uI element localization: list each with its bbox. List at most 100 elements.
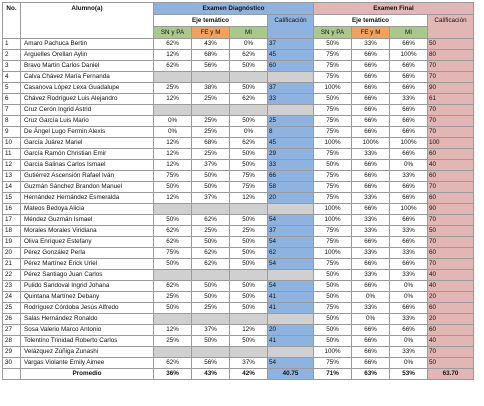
final-feym: 66% (351, 82, 390, 94)
final-snpa: 50% (313, 335, 352, 347)
table-row: 27 Sosa Valerio Marco Antonio 12% 37% 12% 20 5… (2, 324, 474, 336)
diag-snpa: 50% (153, 214, 192, 226)
final-feym: 33% (351, 269, 390, 281)
final-snpa: 75% (313, 192, 352, 204)
row-no: 20 (2, 247, 21, 259)
diag-mi (229, 104, 268, 116)
final-mi: 66% (389, 126, 428, 138)
diag-calificacion: 33 (267, 159, 314, 171)
row-no: 9 (2, 126, 21, 138)
final-calificacion: 20 (427, 313, 474, 325)
final-calificacion: 61 (427, 93, 474, 105)
diag-mi: 50% (229, 214, 268, 226)
final-snpa: 75% (313, 170, 352, 182)
final-mi: 66% (389, 82, 428, 94)
final-calificacion: 70 (427, 181, 474, 193)
final-snpa: 75% (313, 115, 352, 127)
avg-final-calificacion: 63.70 (427, 368, 474, 380)
diag-mi (229, 203, 268, 215)
final-feym: 33% (351, 148, 390, 160)
diag-calificacion: 20 (267, 324, 314, 336)
diag-calificacion: 45 (267, 137, 314, 149)
table-row: 21 Pérez Martínez Erick Uriel 50% 62% 50% 54 7… (2, 258, 474, 270)
final-snpa: 75% (313, 148, 352, 160)
final-snpa: 100% (313, 346, 352, 358)
student-name: Pérez Santiago Juan Carlos (20, 269, 154, 281)
table-row: 19 Oliva Enríquez Estefany 62% 50% 50% 54 75% 6… (2, 236, 474, 248)
average-label: Promedio (20, 368, 154, 380)
table-row: 16 Mateos Bedoya Alicia 100% 66% 100% 90 (2, 203, 474, 215)
final-mi: 66% (389, 60, 428, 72)
row-no: 2 (2, 49, 21, 61)
diag-mi: 50% (229, 159, 268, 171)
row-no: 24 (2, 291, 21, 303)
diag-calificacion: 54 (267, 214, 314, 226)
diag-feym: 25% (191, 148, 230, 160)
student-name: Hernández Hernández Esmeralda (20, 192, 154, 204)
final-calificacion: 20 (427, 291, 474, 303)
final-calificacion: 60 (427, 247, 474, 259)
student-name: Sosa Valerio Marco Antonio (20, 324, 154, 336)
diag-calificacion: 41 (267, 302, 314, 314)
final-calificacion: 40 (427, 335, 474, 347)
final-snpa: 75% (313, 49, 352, 61)
diag-feym: 25% (191, 302, 230, 314)
diag-mi: 50% (229, 302, 268, 314)
diag-mi: 37% (229, 357, 268, 369)
final-mi: 33% (389, 170, 428, 182)
row-no: 18 (2, 225, 21, 237)
table-row: 28 Tolentino Trinidad Roberto Carlos 25% 50… (2, 335, 474, 347)
final-calificacion: 90 (427, 82, 474, 94)
final-calificacion: 60 (427, 170, 474, 182)
final-snpa: 50% (313, 93, 352, 105)
final-mi: 66% (389, 302, 428, 314)
table-row: 22 Pérez Santiago Juan Carlos 50% 33% 33% 40 (2, 269, 474, 281)
final-feym: 66% (351, 324, 390, 336)
diag-mi: 50% (229, 291, 268, 303)
final-snpa: 50% (313, 280, 352, 292)
row-no: 21 (2, 258, 21, 270)
student-name: Guzmán Sánchez Brandon Manuel (20, 181, 154, 193)
diag-snpa (153, 203, 192, 215)
diag-feym: 43% (191, 38, 230, 50)
student-name: Casanova López Lexa Guadalupe (20, 82, 154, 94)
diag-feym: 25% (191, 225, 230, 237)
diag-calificacion: 33 (267, 93, 314, 105)
row-no: 5 (2, 82, 21, 94)
final-calificacion: 70 (427, 60, 474, 72)
diag-mi: 50% (229, 236, 268, 248)
table-row: 10 García Juárez Mariel 12% 68% 62% 45 100% 100… (2, 137, 474, 149)
final-feym: 66% (351, 258, 390, 270)
final-mi: 0% (389, 159, 428, 171)
row-no: 22 (2, 269, 21, 281)
row-no: 30 (2, 357, 21, 369)
diag-mi: 50% (229, 60, 268, 72)
final-mi: 66% (389, 38, 428, 50)
student-name: Vargas Violante Emily Aimee (20, 357, 154, 369)
final-calificacion: 70 (427, 115, 474, 127)
final-calificacion: 70 (427, 71, 474, 83)
final-snpa: 100% (313, 137, 352, 149)
student-name: Chávez Rodríguez Luis Alejandro (20, 93, 154, 105)
diag-snpa (153, 104, 192, 116)
diag-snpa: 12% (153, 159, 192, 171)
diag-snpa: 12% (153, 137, 192, 149)
diag-mi: 50% (229, 247, 268, 259)
diag-mi: 50% (229, 258, 268, 270)
diag-mi: 25% (229, 225, 268, 237)
final-mi: 66% (389, 236, 428, 248)
diag-feym: 37% (191, 192, 230, 204)
final-snpa: 100% (313, 247, 352, 259)
diag-snpa: 62% (153, 236, 192, 248)
grades-table: No. Alumno(a) Examen Diagnóstico Examen … (2, 2, 474, 380)
table-row: 26 Salas Hernández Ronaldo 50% 0% 33% 20 (2, 313, 474, 325)
row-no: 4 (2, 71, 21, 83)
diag-calificacion: 54 (267, 236, 314, 248)
row-no: 26 (2, 313, 21, 325)
avg-final-snpa: 71% (313, 368, 352, 380)
table-row: 15 Hernández Hernández Esmeralda 12% 37% 12%… (2, 192, 474, 204)
row-no: 27 (2, 324, 21, 336)
final-calificacion: 50 (427, 38, 474, 50)
diag-calificacion: 8 (267, 126, 314, 138)
final-mi: 33% (389, 269, 428, 281)
